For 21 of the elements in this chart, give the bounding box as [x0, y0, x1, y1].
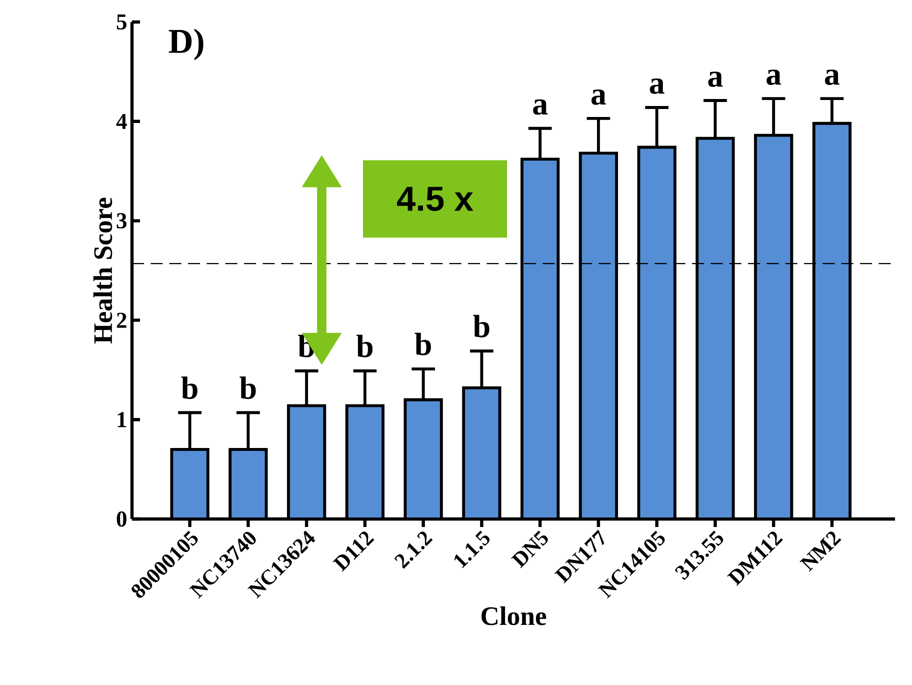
annotation: b — [473, 314, 490, 338]
y-tick-label: 3 — [116, 213, 127, 228]
y-axis-title: Health Score — [93, 198, 112, 344]
y-tick-label: 5 — [116, 14, 126, 30]
annotation: a — [708, 72, 723, 87]
x-axis-title: Clone — [481, 606, 546, 626]
annotation: a — [824, 70, 840, 85]
annotation: b — [240, 376, 256, 400]
annotation: a — [650, 78, 664, 94]
y-tick-label: 0 — [116, 511, 126, 527]
annotation: b — [414, 332, 431, 356]
annotation: 4.5 x — [396, 186, 474, 212]
annotation: a — [533, 99, 548, 115]
annotation: b — [181, 376, 198, 400]
annotation: a — [766, 70, 782, 85]
annotation: a — [591, 89, 606, 105]
annotation: D) — [168, 28, 204, 60]
y-tick-label: 1 — [118, 412, 126, 428]
annotation: b — [356, 334, 373, 358]
y-tick-label: 2 — [116, 312, 126, 328]
y-tick-label: 4 — [116, 114, 127, 129]
